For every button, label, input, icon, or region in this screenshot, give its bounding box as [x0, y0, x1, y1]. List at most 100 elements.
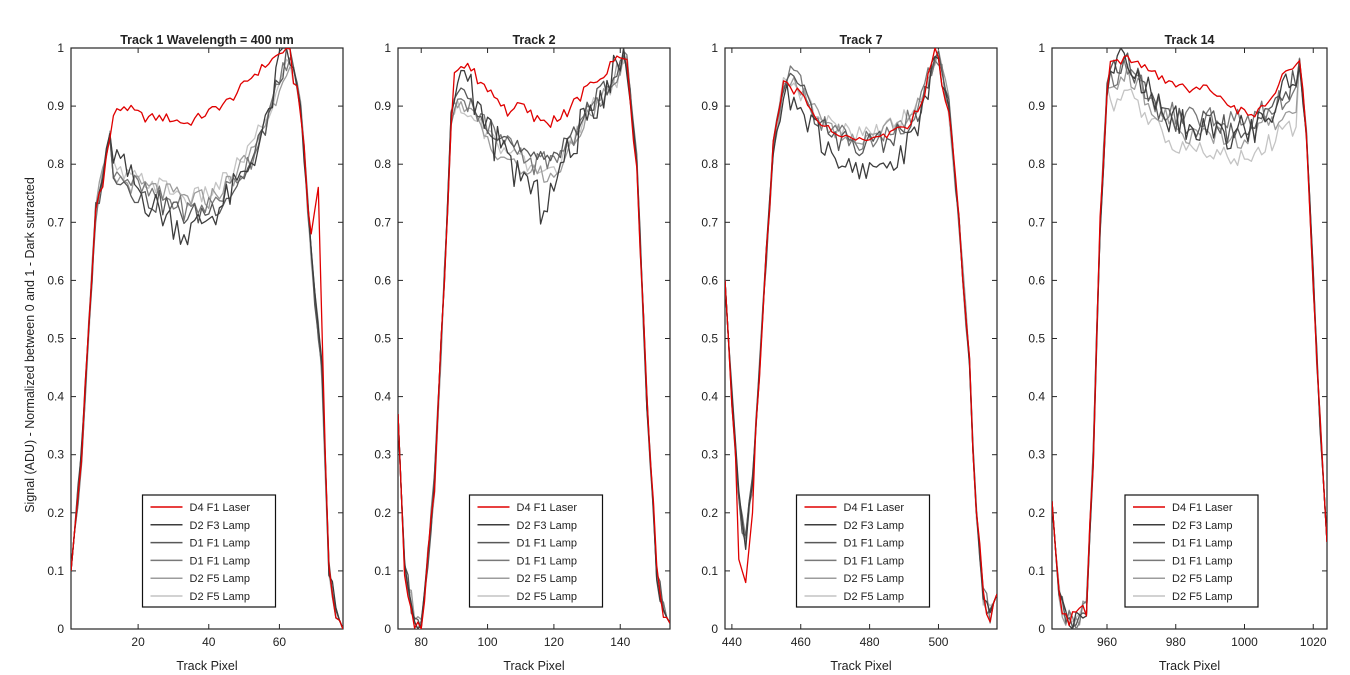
series-lines [1052, 48, 1327, 629]
y-tick-label: 0.7 [374, 215, 391, 229]
y-tick-label: 0.2 [47, 506, 64, 520]
panel-title: Track 1 Wavelength = 400 nm [120, 33, 294, 47]
legend-entry: D1 F1 Lamp [844, 538, 905, 550]
legend-entry: D4 F1 Laser [517, 502, 578, 514]
y-tick-label: 0.2 [701, 506, 718, 520]
legend-entry: D2 F3 Lamp [190, 520, 251, 532]
panel-3: 0 0.1 0.2 0.3 0.4 0.5 0.6 0.7 0.8 0.9 1 440 460 480 50… [701, 33, 998, 673]
legend-entry: D2 F3 Lamp [844, 520, 905, 532]
panel-title: Track 14 [1164, 33, 1214, 47]
legend-entry: D2 F5 Lamp [1172, 573, 1233, 585]
x-tick-label: 80 [415, 635, 429, 649]
y-tick-label: 0 [1038, 622, 1045, 636]
panel-title: Track 2 [512, 33, 555, 47]
legend-box [1124, 494, 1259, 608]
y-tick-label: 0.6 [374, 273, 391, 287]
legend-entry: D2 F5 Lamp [1172, 591, 1233, 603]
legend: D4 F1 Laser D2 F3 Lamp D1 F1 Lamp D1 F1 Lam… [468, 494, 604, 608]
legend-entry: D2 F5 Lamp [190, 591, 251, 603]
y-tick-label: 0.1 [701, 564, 718, 578]
x-tick-label: 500 [928, 635, 948, 649]
y-tick-label: 0.1 [1028, 564, 1045, 578]
legend-entry: D2 F5 Lamp [190, 573, 251, 585]
legend-entry: D1 F1 Lamp [1172, 555, 1233, 567]
y-axis-label: Signal (ADU) - Normalized between 0 and … [23, 177, 37, 513]
x-axis-label: Track Pixel [1159, 659, 1220, 673]
legend: D4 F1 Laser D2 F3 Lamp D1 F1 Lamp D1 F1 Lam… [1124, 494, 1259, 608]
legend-entry: D2 F5 Lamp [517, 591, 578, 603]
x-tick-label: 60 [273, 635, 287, 649]
x-tick-label: 20 [131, 635, 145, 649]
legend: D4 F1 Laser D2 F3 Lamp D1 F1 Lamp D1 F1 Lam… [141, 494, 277, 608]
x-tick-label: 1000 [1231, 635, 1258, 649]
series-lines [725, 48, 997, 624]
y-tick-label: 0.7 [1028, 215, 1045, 229]
y-tick-label: 0.4 [47, 390, 64, 404]
y-tick-label: 0.5 [1028, 332, 1045, 346]
y-tick-label: 1 [384, 41, 391, 55]
legend-entry: D1 F1 Lamp [190, 555, 251, 567]
y-tick-label: 0.3 [701, 448, 718, 462]
legend-entry: D1 F1 Lamp [1172, 538, 1233, 550]
y-tick-label: 0.8 [47, 157, 64, 171]
y-tick-label: 0.6 [701, 273, 718, 287]
y-tick-label: 0.6 [47, 273, 64, 287]
x-tick-label: 140 [610, 635, 630, 649]
y-tick-label: 1 [711, 41, 718, 55]
x-tick-label: 460 [791, 635, 811, 649]
series-line-1 [725, 48, 997, 623]
legend-box [468, 494, 604, 608]
legend-entry: D4 F1 Laser [190, 502, 251, 514]
x-axis-label: Track Pixel [503, 659, 564, 673]
legend-box [795, 494, 931, 608]
y-tick-label: 0.6 [1028, 273, 1045, 287]
x-tick-label: 960 [1097, 635, 1117, 649]
legend-entry: D1 F1 Lamp [844, 555, 905, 567]
y-tick-label: 0.2 [1028, 506, 1045, 520]
x-tick-label: 480 [860, 635, 880, 649]
y-tick-label: 0.8 [701, 157, 718, 171]
legend-entry: D1 F1 Lamp [190, 538, 251, 550]
series-line-1 [71, 48, 343, 629]
legend-box [141, 494, 277, 608]
legend-entry: D4 F1 Laser [1172, 502, 1233, 514]
y-tick-label: 0.4 [374, 390, 391, 404]
legend-entry: D1 F1 Lamp [517, 538, 578, 550]
x-tick-label: 440 [722, 635, 742, 649]
y-tick-label: 0.2 [374, 506, 391, 520]
y-tick-label: 1 [57, 41, 64, 55]
panel-2: 0 0.1 0.2 0.3 0.4 0.5 0.6 0.7 0.8 0.9 1 80 100 120 140… [374, 33, 671, 673]
y-tick-label: 0.3 [47, 448, 64, 462]
y-tick-label: 0.5 [374, 332, 391, 346]
series-lines [398, 48, 670, 629]
y-tick-label: 0.8 [374, 157, 391, 171]
series-lines [71, 48, 343, 629]
legend-entry: D2 F5 Lamp [844, 573, 905, 585]
series-line-1 [398, 55, 670, 629]
legend: D4 F1 Laser D2 F3 Lamp D1 F1 Lamp D1 F1 Lam… [795, 494, 931, 608]
y-tick-label: 0 [711, 622, 718, 636]
legend-entry: D1 F1 Lamp [517, 555, 578, 567]
x-axis-label: Track Pixel [176, 659, 237, 673]
y-tick-label: 0.9 [1028, 99, 1045, 113]
y-tick-label: 0.5 [701, 332, 718, 346]
y-tick-label: 1 [1038, 41, 1045, 55]
y-tick-label: 0.8 [1028, 157, 1045, 171]
legend-entry: D2 F3 Lamp [1172, 520, 1233, 532]
y-tick-label: 0.3 [374, 448, 391, 462]
panel-title: Track 7 [839, 33, 882, 47]
x-tick-label: 1020 [1300, 635, 1327, 649]
x-tick-label: 40 [202, 635, 216, 649]
x-tick-label: 980 [1166, 635, 1186, 649]
y-tick-label: 0.3 [1028, 448, 1045, 462]
y-tick-label: 0.9 [47, 99, 64, 113]
legend-entry: D2 F5 Lamp [844, 591, 905, 603]
y-tick-label: 0.1 [374, 564, 391, 578]
legend-entry: D4 F1 Laser [844, 502, 905, 514]
panel-1: 0 0.1 0.2 0.3 0.4 0.5 0.6 0.7 0.8 0.9 1 20 40 60 Track… [47, 33, 344, 673]
x-tick-label: 100 [478, 635, 498, 649]
series-line-1 [1052, 55, 1327, 627]
panels: 0 0.1 0.2 0.3 0.4 0.5 0.6 0.7 0.8 0.9 1 20 40 60 Track… [47, 33, 1328, 673]
y-tick-label: 0.9 [701, 99, 718, 113]
